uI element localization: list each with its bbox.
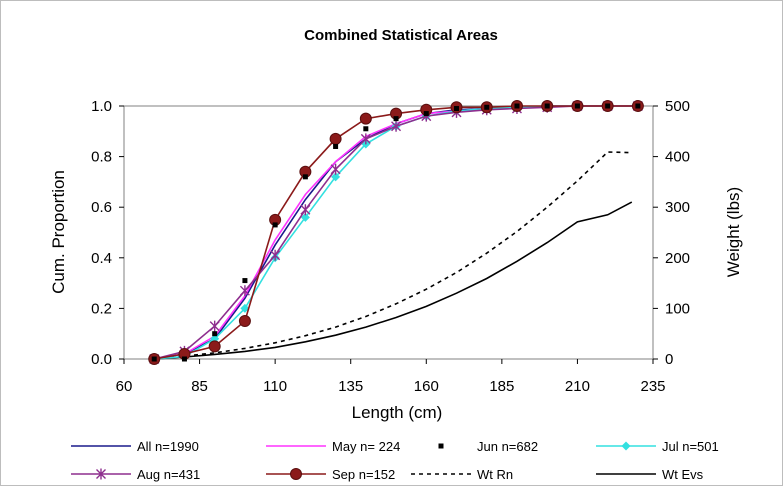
series-group bbox=[148, 100, 644, 365]
y2-tick-label: 200 bbox=[665, 250, 690, 267]
series-2-line bbox=[154, 105, 638, 360]
legend-point bbox=[438, 443, 444, 449]
series-8 bbox=[154, 201, 633, 360]
legend-point bbox=[621, 441, 631, 451]
series-3-point bbox=[272, 222, 278, 228]
legend-label: All n=1990 bbox=[137, 439, 199, 454]
legend-label: Jul n=501 bbox=[662, 439, 719, 454]
series-5-point bbox=[209, 320, 220, 332]
series-3-point bbox=[514, 103, 520, 109]
y2-tick-label: 400 bbox=[665, 149, 690, 166]
series-3-point bbox=[151, 356, 157, 362]
legend-label: Wt Rn bbox=[477, 467, 513, 482]
series-6-point bbox=[208, 340, 221, 353]
legend-item-6: Sep n=152 bbox=[266, 467, 395, 482]
y2-tick-label: 100 bbox=[665, 300, 690, 317]
series-3-point bbox=[574, 103, 580, 109]
legend-label: May n= 224 bbox=[332, 439, 400, 454]
x-tick-label: 210 bbox=[565, 378, 590, 395]
legend-item-7: Wt Rn bbox=[411, 467, 513, 482]
x-tick-label: 60 bbox=[116, 378, 133, 395]
series-3-point bbox=[333, 143, 339, 149]
legend-label: Sep n=152 bbox=[332, 467, 395, 482]
series-3-point bbox=[181, 356, 187, 362]
series-3-point bbox=[302, 174, 308, 180]
legend-label: Jun n=682 bbox=[477, 439, 538, 454]
y-tick-label: 1.0 bbox=[91, 98, 112, 115]
series-3-point bbox=[363, 126, 369, 132]
y2-tick-label: 300 bbox=[665, 199, 690, 216]
series-7-line bbox=[154, 151, 632, 360]
series-3-point bbox=[423, 111, 429, 117]
x-tick-label: 235 bbox=[640, 378, 665, 395]
y-tick-label: 0.2 bbox=[91, 300, 112, 317]
series-4-point bbox=[240, 303, 250, 313]
series-5-point bbox=[330, 163, 341, 175]
legend: All n=1990 May n= 224 Jun n=682 Jul n=501 Au… bbox=[71, 439, 719, 482]
x-axis-ticks: 60 85 110 135 160 185 210 235 bbox=[116, 359, 666, 395]
series-4-point bbox=[300, 212, 310, 222]
series-7 bbox=[154, 151, 632, 360]
series-6 bbox=[148, 100, 644, 365]
x-axis-title: Length (cm) bbox=[352, 403, 443, 422]
x-tick-label: 85 bbox=[191, 378, 208, 395]
legend-item-2: May n= 224 bbox=[266, 439, 400, 454]
series-4-point bbox=[331, 172, 341, 182]
series-5-point bbox=[270, 249, 281, 261]
y-tick-label: 0.6 bbox=[91, 199, 112, 216]
series-5-point bbox=[391, 120, 402, 132]
legend-item-1: All n=1990 bbox=[71, 439, 199, 454]
legend-label: Aug n=431 bbox=[137, 467, 200, 482]
series-3-point bbox=[605, 103, 611, 109]
series-5-point bbox=[239, 285, 250, 297]
series-6-point bbox=[238, 315, 251, 328]
series-3-point bbox=[544, 103, 550, 109]
y-tick-label: 0.0 bbox=[91, 351, 112, 368]
series-6-point bbox=[359, 112, 372, 125]
series-8-line bbox=[154, 201, 633, 360]
legend-item-8: Wt Evs bbox=[596, 467, 704, 482]
y2-axis-ticks: 0 100 200 300 400 500 bbox=[653, 98, 690, 368]
y-tick-label: 0.4 bbox=[91, 250, 112, 267]
y-axis-title: Cum. Proportion bbox=[49, 170, 68, 294]
legend-point bbox=[290, 468, 302, 480]
series-3-point bbox=[484, 104, 490, 110]
x-tick-label: 160 bbox=[414, 378, 439, 395]
y-axis-ticks: 0.0 0.2 0.4 0.6 0.8 1.0 bbox=[91, 98, 124, 368]
series-3-point bbox=[212, 331, 218, 337]
series-3-point bbox=[454, 106, 460, 112]
x-tick-label: 135 bbox=[338, 378, 363, 395]
legend-label: Wt Evs bbox=[662, 467, 704, 482]
series-2 bbox=[154, 105, 638, 360]
series-3-point bbox=[393, 116, 399, 122]
series-5-point bbox=[360, 133, 371, 145]
legend-point bbox=[96, 468, 106, 480]
legend-item-4: Jul n=501 bbox=[596, 439, 719, 454]
series-3-point bbox=[242, 278, 248, 284]
x-tick-label: 185 bbox=[489, 378, 514, 395]
legend-item-5: Aug n=431 bbox=[71, 467, 200, 482]
series-5-point bbox=[300, 204, 311, 216]
chart-title: Combined Statistical Areas bbox=[304, 27, 498, 44]
y2-tick-label: 0 bbox=[665, 351, 673, 368]
plot-area bbox=[123, 105, 654, 360]
series-6-point bbox=[329, 132, 342, 145]
y-tick-label: 0.8 bbox=[91, 149, 112, 166]
legend-item-3: Jun n=682 bbox=[438, 439, 538, 454]
x-tick-label: 110 bbox=[263, 378, 287, 395]
y2-axis-title: Weight (lbs) bbox=[724, 187, 743, 277]
series-3-point bbox=[635, 103, 641, 109]
y2-tick-label: 500 bbox=[665, 98, 690, 115]
series-3 bbox=[151, 103, 641, 362]
